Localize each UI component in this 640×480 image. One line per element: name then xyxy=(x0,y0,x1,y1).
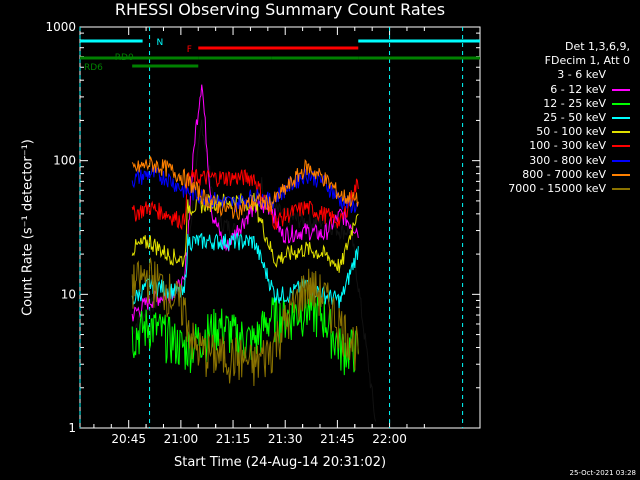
x-axis-label: Start Time (24-Aug-14 20:31:02) xyxy=(173,455,387,470)
legend: Det 1,3,6,9, FDecim 1, Att 0 3 - 6 keV 6 … xyxy=(508,40,630,196)
legend-item-label: 3 - 6 keV xyxy=(557,68,606,82)
chart-title: RHESSI Observing Summary Count Rates xyxy=(114,0,446,19)
y-tick-label: 1000 xyxy=(45,20,76,34)
flag-label-rd0: RD0 xyxy=(115,53,134,63)
legend-item: 300 - 800 keV xyxy=(508,154,630,168)
x-tick-label: 22:00 xyxy=(372,432,407,446)
flag-label-f: F xyxy=(187,45,192,55)
legend-swatch xyxy=(612,88,630,91)
legend-swatch xyxy=(612,173,630,176)
legend-item-label: 300 - 800 keV xyxy=(529,153,606,167)
series-line-7 xyxy=(131,156,359,221)
legend-swatch xyxy=(612,117,630,120)
legend-item: 3 - 6 keV xyxy=(508,68,630,82)
legend-items: 3 - 6 keV 6 - 12 keV 12 - 25 keV 25 - 50 ke… xyxy=(508,68,630,196)
y-tick-label: 10 xyxy=(61,287,76,301)
legend-item-label: 800 - 7000 keV xyxy=(522,167,606,181)
legend-item-label: 12 - 25 keV xyxy=(543,96,606,110)
x-tick-label: 21:15 xyxy=(216,432,251,446)
legend-swatch xyxy=(612,145,630,148)
legend-item: 25 - 50 keV xyxy=(508,111,630,125)
flag-label-rd6: RD6 xyxy=(84,63,103,73)
legend-swatch xyxy=(612,159,630,162)
y-tick-label: 100 xyxy=(53,154,76,168)
legend-item: 7000 - 15000 keV xyxy=(508,182,630,196)
legend-item-label: 6 - 12 keV xyxy=(550,82,606,96)
x-tick-label: 21:30 xyxy=(268,432,303,446)
y-tick-label: 1 xyxy=(68,421,76,435)
legend-header-2: FDecim 1, Att 0 xyxy=(544,54,630,68)
x-tick-label: 20:45 xyxy=(111,432,146,446)
legend-swatch xyxy=(612,131,630,134)
legend-item-label: 25 - 50 keV xyxy=(543,111,606,125)
legend-item-label: 100 - 300 keV xyxy=(529,139,606,153)
x-tick-label: 21:00 xyxy=(164,432,199,446)
flag-label-n: N xyxy=(157,38,164,48)
series-line-6 xyxy=(131,166,359,213)
legend-item: 12 - 25 keV xyxy=(508,97,630,111)
series-line-8 xyxy=(131,257,359,387)
x-tick-label: 21:45 xyxy=(320,432,355,446)
timestamp: 25-Oct-2021 03:28 xyxy=(569,469,636,477)
legend-item-label: 50 - 100 keV xyxy=(536,125,606,139)
legend-item: 50 - 100 keV xyxy=(508,125,630,139)
y-axis-label: Count Rate (s⁻¹ detector⁻¹) xyxy=(20,139,36,316)
legend-swatch xyxy=(612,102,630,105)
series-line-2 xyxy=(131,289,359,376)
legend-swatch xyxy=(612,74,630,77)
series-line-5 xyxy=(131,168,359,231)
legend-item-label: 7000 - 15000 keV xyxy=(508,182,606,196)
legend-item: 800 - 7000 keV xyxy=(508,168,630,182)
legend-item: 6 - 12 keV xyxy=(508,83,630,97)
legend-header-1: Det 1,3,6,9, xyxy=(564,40,630,53)
legend-swatch xyxy=(612,188,630,191)
legend-item: 100 - 300 keV xyxy=(508,139,630,153)
